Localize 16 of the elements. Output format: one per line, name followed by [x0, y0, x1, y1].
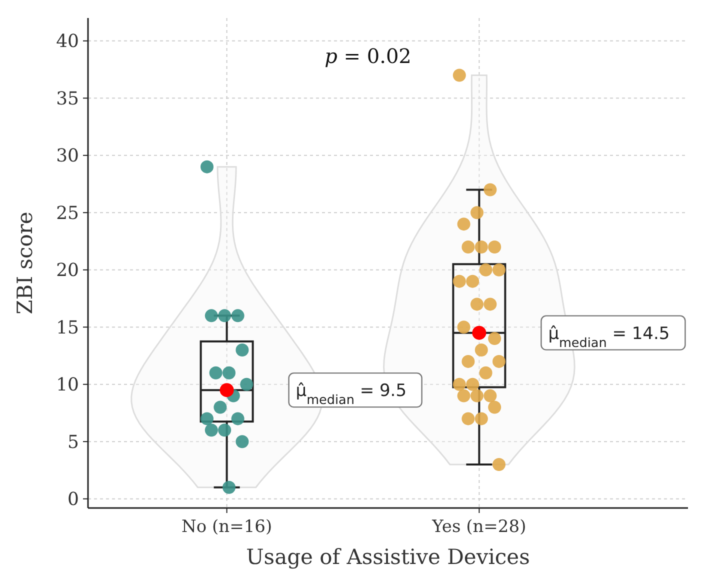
y-tick-label: 15: [56, 317, 79, 338]
y-tick-label: 5: [68, 432, 79, 453]
annotation: μ̂$_{median}$ = 9.5: [296, 381, 407, 408]
y-tick-label: 0: [68, 489, 79, 510]
annotation: μ̂$_{median}$ = 14.5: [548, 324, 670, 350]
x-axis-title: Usage of Assistive Devices: [246, 545, 530, 569]
y-tick-label: 20: [56, 260, 79, 282]
y-tick-label: 35: [56, 88, 79, 110]
x-tick-label: Yes (n=28): [431, 517, 526, 537]
y-axis-title: ZBI score: [13, 212, 37, 314]
annotation: p = 0.02: [324, 44, 412, 68]
y-tick-label: 30: [56, 146, 79, 167]
y-tick-label: 25: [56, 202, 79, 224]
x-tick-label: No (n=16): [182, 517, 272, 537]
y-tick-label: 10: [56, 374, 79, 396]
y-tick-label: 40: [56, 31, 79, 52]
